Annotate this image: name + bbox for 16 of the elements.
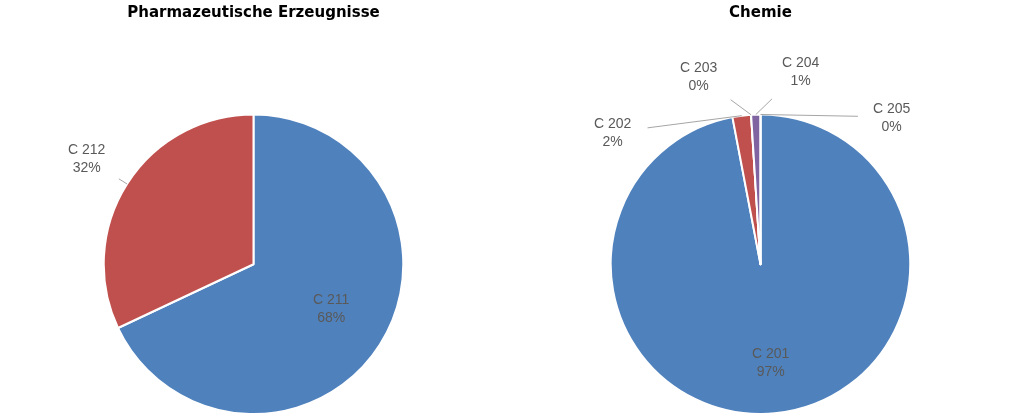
slice-label: C 211 (313, 291, 350, 307)
category-label: C 203 (680, 59, 718, 75)
slice-label: C 202 (594, 115, 632, 131)
data-label: 1% (790, 72, 811, 89)
text: 0% (881, 118, 902, 135)
category-label: C 205 (873, 100, 911, 116)
slice-label: C 201 (752, 345, 790, 361)
data-label: 32% (72, 159, 101, 176)
chart-title: Chemie (729, 2, 792, 21)
slice-label: C 204 (782, 54, 820, 70)
data-label: 68% (317, 309, 346, 326)
data-label: 97% (756, 363, 785, 380)
data-label: 2% (602, 133, 623, 150)
slice-label: C 212 (68, 141, 106, 157)
text: 0% (688, 77, 709, 94)
chart-title: Pharmazeutische Erzeugnisse (127, 2, 380, 21)
